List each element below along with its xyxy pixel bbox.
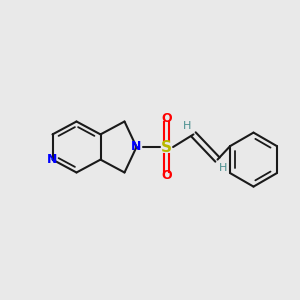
Text: H: H xyxy=(219,163,227,173)
Text: N: N xyxy=(131,140,142,154)
Text: S: S xyxy=(161,140,172,154)
Text: H: H xyxy=(183,121,192,131)
Text: O: O xyxy=(161,169,172,182)
Text: N: N xyxy=(47,153,58,166)
Text: O: O xyxy=(161,112,172,125)
